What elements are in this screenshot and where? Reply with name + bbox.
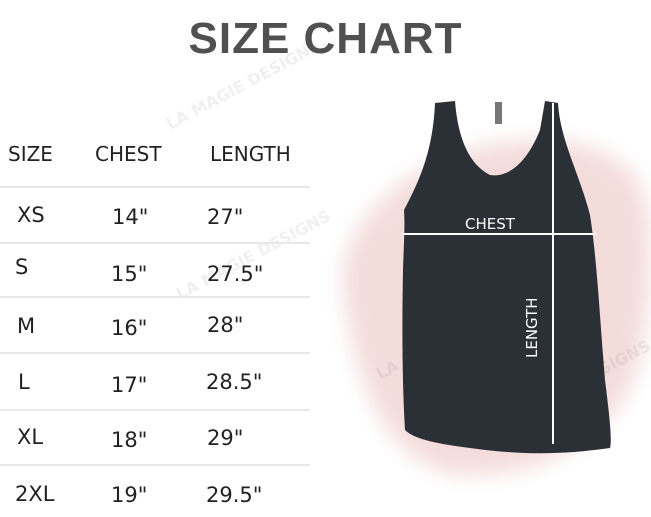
chest-cell: 15"	[111, 262, 148, 286]
size-cell: 2XL	[15, 482, 55, 506]
row-divider	[0, 242, 310, 244]
tank-top-label-tag	[495, 102, 502, 124]
length-cell: 29"	[207, 426, 244, 450]
length-cell: 28.5"	[206, 370, 263, 394]
length-cell: 27.5"	[207, 262, 264, 286]
row-divider	[0, 409, 310, 411]
chest-label: CHEST	[465, 215, 516, 233]
length-label: LENGTH	[523, 297, 541, 358]
header-chest: CHEST	[95, 142, 162, 166]
page-title: SIZE CHART	[188, 14, 463, 63]
header-size: SIZE	[8, 142, 53, 166]
svg-text:LA MAGIE DESIGNS: LA MAGIE DESIGNS	[173, 206, 334, 303]
chest-cell: 18"	[111, 428, 148, 452]
chest-cell: 14"	[112, 205, 149, 229]
tank-top-body	[402, 101, 611, 454]
chest-cell: 19"	[111, 483, 148, 507]
length-cell: 29.5"	[206, 483, 263, 507]
size-cell: L	[18, 370, 30, 394]
header-length: LENGTH	[210, 142, 291, 166]
row-divider	[0, 186, 310, 188]
length-cell: 27"	[207, 205, 244, 229]
chest-cell: 16"	[111, 316, 148, 340]
size-cell: M	[17, 314, 36, 338]
length-cell: 28"	[207, 313, 244, 337]
chest-cell: 17"	[111, 373, 148, 397]
size-cell: XS	[17, 203, 45, 227]
row-divider	[0, 296, 310, 298]
size-cell: XL	[17, 425, 44, 449]
row-divider	[0, 464, 310, 466]
size-cell: S	[15, 255, 29, 279]
row-divider	[0, 352, 310, 354]
